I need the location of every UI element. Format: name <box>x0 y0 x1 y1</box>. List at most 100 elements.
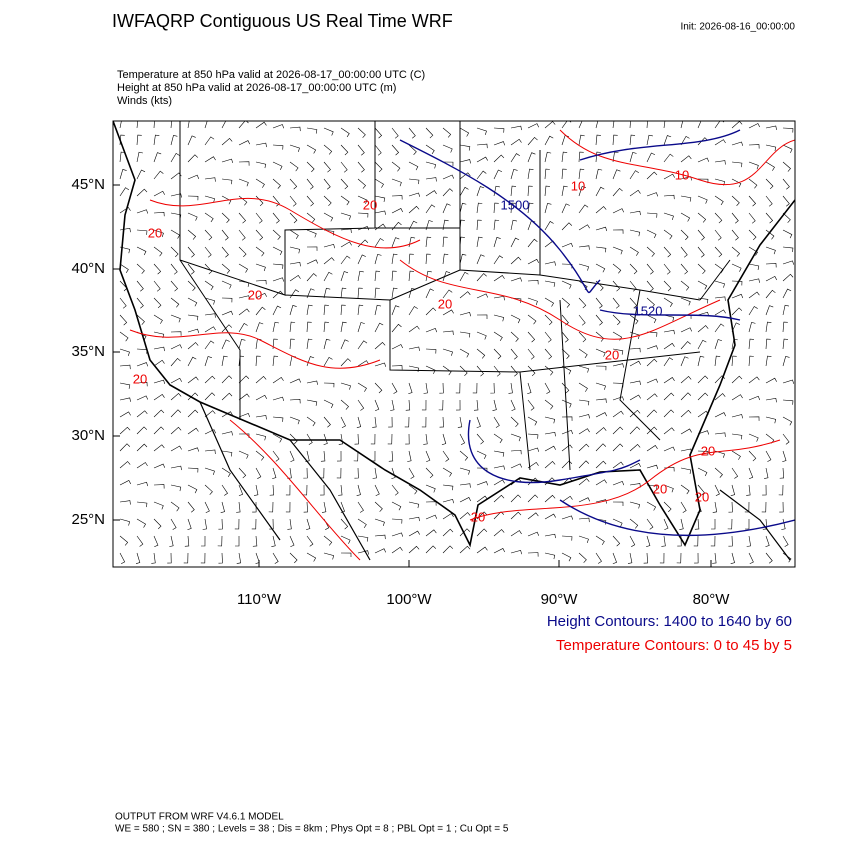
wind-barb <box>187 314 199 321</box>
wind-barb <box>340 287 347 299</box>
wind-barb <box>374 195 386 203</box>
wind-barb <box>782 288 792 299</box>
wind-barb <box>646 331 658 337</box>
wind-barb <box>578 382 588 392</box>
wind-barb <box>459 253 467 265</box>
wind-barb <box>459 172 471 180</box>
wind-barb <box>663 173 675 180</box>
wind-barb <box>338 433 344 445</box>
wind-barb <box>170 409 182 418</box>
wind-barb <box>153 314 163 324</box>
wind-barb <box>561 151 568 163</box>
wind-barb <box>153 409 165 418</box>
wind-barb <box>442 203 451 214</box>
wind-barb <box>374 270 381 282</box>
wind-barb <box>374 287 380 299</box>
wind-barb <box>561 242 574 248</box>
wind-barb <box>374 341 386 350</box>
wind-barb <box>391 270 397 282</box>
wind-barb <box>544 185 550 197</box>
wind-barb <box>697 325 709 333</box>
wind-barb <box>746 484 751 496</box>
wind-barb <box>578 204 589 214</box>
wind-barb <box>697 195 708 204</box>
wind-barb <box>731 355 737 367</box>
wind-barb <box>476 495 488 503</box>
wind-barb <box>289 274 301 282</box>
wind-barb <box>527 258 539 265</box>
wind-barb <box>612 263 622 274</box>
wind-barb <box>561 460 573 469</box>
wind-barb <box>493 314 505 322</box>
wind-barb <box>561 495 573 503</box>
wind-barb <box>391 144 400 156</box>
wind-barb <box>204 313 216 318</box>
wind-barb <box>354 467 359 479</box>
wind-barb <box>727 518 733 530</box>
wind-barb <box>646 409 658 418</box>
wind-barb <box>459 144 471 151</box>
wind-barb <box>289 246 301 254</box>
wind-barb <box>404 416 410 428</box>
wind-barb <box>272 246 283 256</box>
wind-barb <box>136 410 148 418</box>
wind-barb <box>340 161 348 173</box>
wind-barb <box>255 433 267 441</box>
wind-barb <box>761 501 767 513</box>
wind-barb <box>629 314 639 325</box>
wind-barb <box>663 263 671 275</box>
wind-barb <box>391 382 398 394</box>
wind-barb <box>374 382 383 394</box>
wind-barb <box>714 484 720 497</box>
wind-barb <box>136 501 148 508</box>
wind-barb <box>337 450 342 462</box>
wind-barb <box>765 263 777 268</box>
wind-barb <box>629 246 639 256</box>
wind-barb <box>153 501 164 510</box>
wind-barb <box>595 535 605 546</box>
wind-barb <box>272 178 281 189</box>
wind-barb <box>612 501 624 507</box>
wind-barb <box>306 552 317 562</box>
wind-barb <box>595 398 607 403</box>
wind-barb <box>544 331 552 343</box>
wind-barb <box>442 498 454 504</box>
wind-barb <box>510 530 522 537</box>
wind-barb <box>357 178 366 189</box>
wind-barb <box>136 297 144 309</box>
wind-barb <box>153 246 163 257</box>
wind-barb <box>356 484 361 496</box>
wind-barb <box>561 399 572 408</box>
wind-barb <box>204 136 215 146</box>
wind-barb <box>527 433 539 439</box>
wind-barb <box>663 280 672 292</box>
wind-barb <box>544 513 556 520</box>
wind-barb <box>357 304 364 316</box>
temperature-contours <box>129 129 795 561</box>
wind-barb <box>680 392 692 401</box>
wind-barb <box>476 528 488 537</box>
wind-barb <box>442 174 455 180</box>
wind-barb <box>765 229 775 240</box>
wind-barb <box>170 445 182 452</box>
wind-barb <box>391 195 403 200</box>
wind-barb <box>748 395 761 401</box>
wind-barb <box>680 376 692 384</box>
wind-barb <box>356 416 362 428</box>
wind-barb <box>391 467 396 480</box>
wind-barb <box>187 447 200 452</box>
wind-barb <box>391 221 402 231</box>
wind-barb <box>510 125 522 131</box>
wind-barb <box>476 481 489 486</box>
wind-barb <box>340 416 346 428</box>
wind-barb <box>357 254 366 265</box>
wind-barb <box>323 382 335 388</box>
wind-barb <box>136 246 147 256</box>
wind-barb <box>187 280 196 291</box>
wind-barb <box>153 134 160 146</box>
wind-barb <box>204 280 214 291</box>
wind-barb <box>170 121 172 129</box>
wind-barb <box>578 443 590 452</box>
wind-barb <box>544 533 556 539</box>
wind-barb <box>408 161 419 171</box>
